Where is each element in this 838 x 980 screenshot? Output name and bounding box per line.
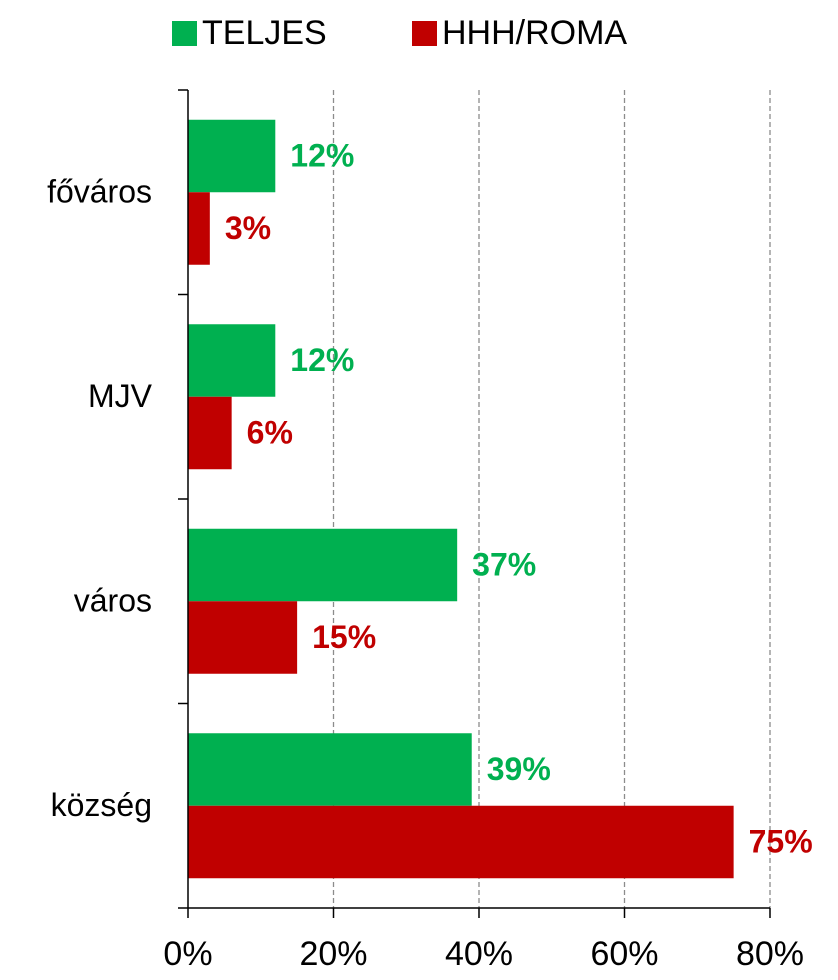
x-tick-label: 40% <box>445 935 513 973</box>
data-label: 12% <box>290 342 354 378</box>
bar <box>188 396 232 470</box>
y-tick-label: község <box>51 787 152 823</box>
legend-swatch <box>412 21 437 46</box>
bar <box>188 192 210 265</box>
x-tick-label: 0% <box>163 935 212 973</box>
bar <box>188 601 298 674</box>
bar <box>188 528 458 602</box>
legend-label: HHH/ROMA <box>442 14 627 52</box>
data-label: 37% <box>472 546 536 582</box>
y-tick-label: főváros <box>47 174 152 210</box>
x-tick-label: 20% <box>299 935 367 973</box>
bar <box>188 733 472 806</box>
bar <box>188 119 276 193</box>
data-label: 39% <box>487 751 551 787</box>
y-tick-label: MJV <box>88 378 153 414</box>
data-label: 12% <box>290 137 354 173</box>
data-label: 6% <box>247 414 293 450</box>
data-label: 15% <box>312 619 376 655</box>
bar <box>188 324 276 397</box>
data-label: 75% <box>749 823 813 859</box>
legend-label: TELJES <box>202 14 327 52</box>
bar <box>188 805 734 879</box>
legend-swatch <box>172 21 197 46</box>
x-tick-label: 80% <box>736 935 804 973</box>
y-tick-label: város <box>74 583 152 619</box>
x-tick-label: 60% <box>590 935 658 973</box>
data-label: 3% <box>225 210 271 246</box>
